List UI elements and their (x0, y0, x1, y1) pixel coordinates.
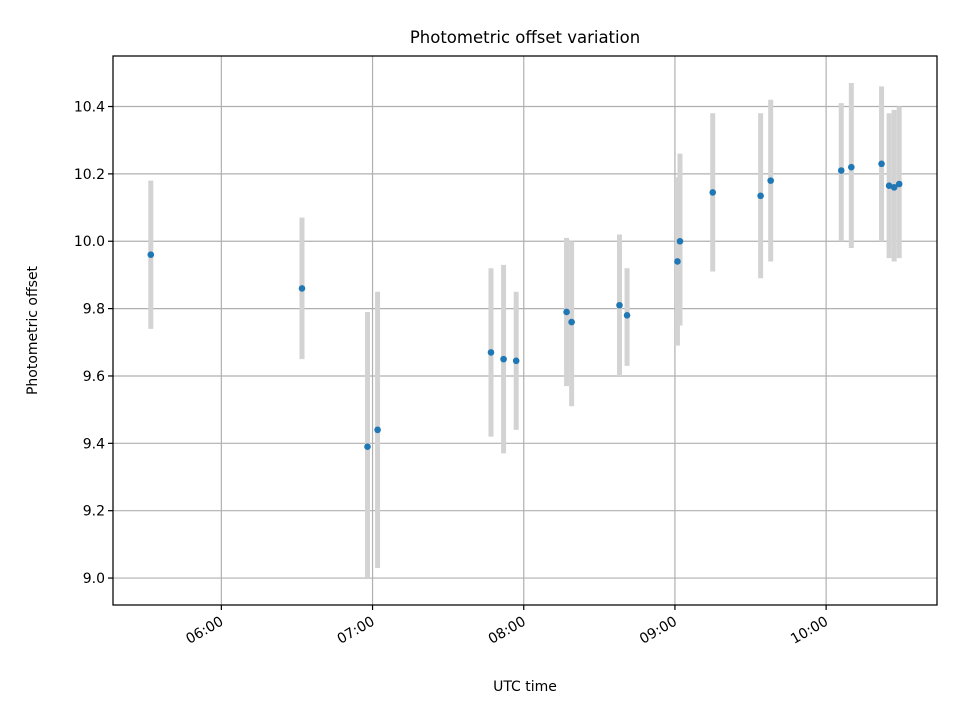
tick-layer: 9.0 9.2 9.4 9.6 9.8 10.0 10.2 10.4 06:00 07:00 08:… (74, 100, 831, 648)
grid-layer (113, 56, 937, 605)
data-point (487, 349, 495, 356)
y-tick-label: 9.6 (83, 369, 105, 385)
x-tick-label: 09:00 (637, 614, 680, 648)
data-point (709, 189, 717, 196)
data-point (885, 182, 893, 189)
errorbar-layer (148, 82, 902, 579)
data-point (674, 258, 681, 265)
y-tick-label: 10.4 (74, 100, 105, 116)
data-point (364, 443, 371, 450)
y-tick-label: 9.2 (83, 504, 105, 520)
data-point (616, 301, 623, 309)
y-tick-label: 10.2 (74, 167, 105, 183)
data-point (837, 167, 845, 174)
data-point (623, 312, 631, 319)
data-point (147, 251, 155, 259)
point-layer (147, 160, 903, 450)
data-point (895, 180, 903, 188)
data-point (298, 285, 306, 292)
y-axis-label: Photometric offset (25, 265, 41, 395)
data-point (676, 237, 684, 245)
chart-title: Photometric offset variation (410, 28, 640, 47)
x-tick-label: 10:00 (788, 614, 831, 648)
data-point (568, 318, 575, 326)
y-tick-label: 9.4 (83, 436, 105, 452)
y-tick-label: 10.0 (74, 234, 105, 250)
x-tick-label: 07:00 (335, 614, 378, 648)
x-tick-label: 06:00 (183, 614, 226, 648)
x-axis-label: UTC time (493, 679, 557, 695)
x-tick-label: 08:00 (486, 614, 529, 648)
data-point (767, 177, 774, 184)
data-point (563, 308, 570, 316)
plot-frame (112, 55, 938, 606)
data-point (878, 160, 885, 168)
data-point (890, 184, 898, 191)
y-tick-label: 9.8 (83, 302, 105, 318)
data-point (374, 426, 381, 434)
data-point (848, 163, 855, 171)
data-point (512, 357, 520, 365)
y-tick-label: 9.0 (83, 571, 105, 587)
data-point (757, 192, 764, 200)
data-point (500, 355, 507, 363)
